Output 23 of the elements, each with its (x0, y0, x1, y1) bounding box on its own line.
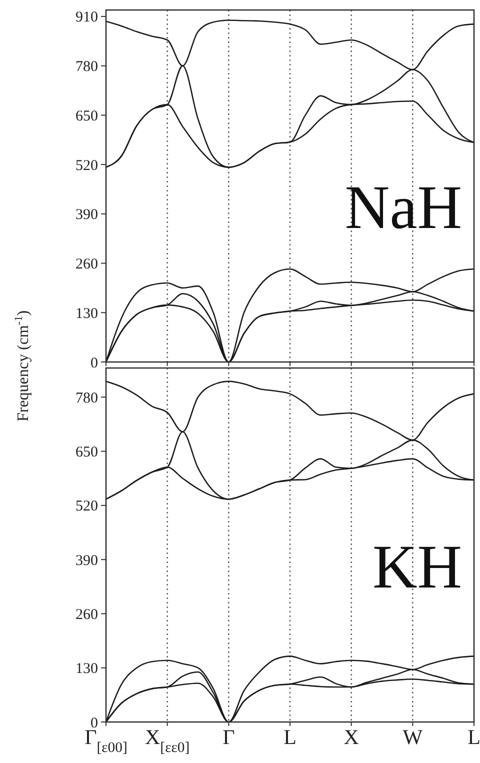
y-tick-label: 260 (76, 606, 98, 623)
annotation: KH (372, 533, 462, 602)
x-tick-label: X$_{[εε0]}$ (145, 725, 190, 756)
x-tick-label: Γ (222, 725, 235, 749)
y-tick-label: 390 (76, 552, 98, 569)
y-tick-label: 650 (76, 108, 98, 124)
y-tick-label: 390 (76, 207, 98, 224)
y-tick-label: 650 (76, 444, 98, 461)
y-tick-label: 520 (76, 158, 98, 174)
annotation: NaH (344, 174, 462, 242)
y-tick-label: 520 (76, 498, 98, 515)
y-tick-label: 780 (76, 390, 98, 406)
y-tick-label: 780 (76, 59, 98, 76)
y-tick-label: 0 (90, 715, 98, 732)
x-tick-label: X (344, 725, 359, 749)
y-tick-label: 260 (76, 256, 98, 273)
x-tick-label: L (284, 725, 296, 749)
x-tick-label: W (402, 725, 423, 749)
y-tick-label: 910 (76, 10, 98, 26)
y-tick-label: 130 (76, 306, 98, 322)
x-tick-label: L (468, 725, 480, 749)
y-tick-label: 0 (90, 355, 98, 372)
y-tick-label: 130 (76, 661, 98, 678)
